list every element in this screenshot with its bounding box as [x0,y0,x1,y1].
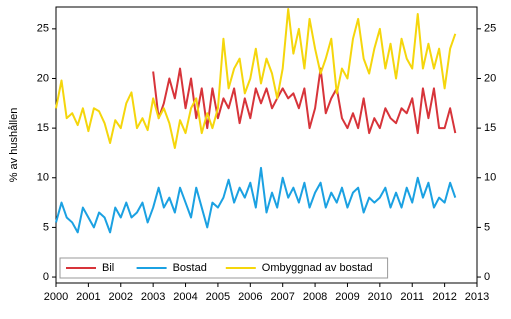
y-tick-label: 20 [37,72,49,84]
x-tick-label: 2012 [432,291,456,303]
legend: Bil Bostad Ombyggnad av bostad [59,257,389,279]
series-line [55,166,457,234]
y-tick-label: 0 [43,271,49,283]
x-tick-label: 2002 [109,291,133,303]
y-tick-label: 15 [37,122,49,134]
y2-tick-label: 20 [484,72,496,84]
y-axis-label: % av hushållen [8,108,20,183]
y-tick-label: 10 [37,172,49,184]
legend-box [59,257,389,279]
x-tick-label: 2006 [238,291,262,303]
x-tick-label: 2001 [76,291,100,303]
series-line [55,7,457,149]
y-tick-label: 5 [43,221,49,233]
x-tick-label: 2005 [206,291,230,303]
legend-label: Bostad [173,262,207,274]
y2-tick-label: 15 [484,122,496,134]
y2-tick-label: 25 [484,23,496,35]
y2-tick-label: 0 [484,271,490,283]
x-tick-label: 2013 [465,291,489,303]
x-tick-label: 2011 [400,291,424,303]
x-tick-label: 2010 [368,291,392,303]
legend-label: Ombyggnad av bostad [262,262,373,274]
x-tick-label: 2003 [141,291,165,303]
x-tick-label: 2007 [270,291,294,303]
plot-frame [55,6,478,284]
y-tick-label: 25 [37,23,49,35]
x-tick-label: 2008 [303,291,327,303]
x-tick-label: 2000 [44,291,68,303]
y2-tick-label: 5 [484,221,490,233]
x-tick-label: 2004 [173,291,197,303]
x-tick-label: 2009 [335,291,359,303]
y2-tick-label: 10 [484,172,496,184]
legend-label: Bil [102,262,114,274]
series-line [152,67,457,135]
